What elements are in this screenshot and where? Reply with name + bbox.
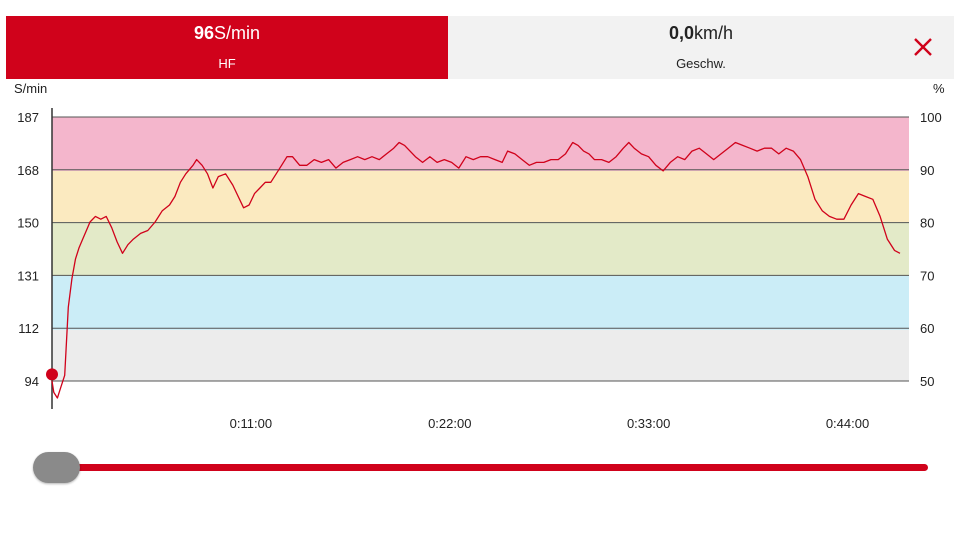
hr-zone-2	[52, 275, 909, 330]
y-tick-left: 150	[17, 216, 39, 231]
y-tick-left: 112	[18, 321, 39, 336]
right-axis-unit: %	[933, 81, 945, 96]
y-tick-right: 70	[920, 268, 934, 283]
y-tick-right: 90	[920, 163, 934, 178]
hr-zone-4	[52, 170, 909, 223]
heart-rate-unit: S/min	[214, 23, 261, 43]
slider-track[interactable]	[73, 464, 928, 471]
hr-zone-3	[52, 222, 909, 276]
hr-zone-1	[52, 329, 909, 381]
timeline-slider[interactable]	[33, 452, 928, 484]
x-tick-label: 0:44:00	[826, 416, 869, 431]
speed-unit: km/h	[694, 23, 734, 43]
y-tick-left: 131	[17, 268, 39, 283]
speed-number: 0,0	[668, 23, 694, 43]
speed-value: 0,0km/h	[448, 23, 954, 44]
y-tick-right: 60	[920, 321, 934, 336]
y-tick-right: 100	[920, 110, 942, 125]
x-tick-label: 0:22:00	[428, 416, 471, 431]
tab-speed[interactable]: 0,0km/h Geschw.	[448, 16, 954, 79]
close-icon[interactable]	[910, 34, 936, 60]
y-tick-left: 187	[17, 110, 39, 125]
speed-label: Geschw.	[676, 56, 726, 71]
y-tick-left: 168	[17, 163, 39, 178]
x-tick-label: 0:33:00	[627, 416, 670, 431]
left-axis-unit: S/min	[14, 81, 48, 96]
heart-rate-chart: 187 100 168 90 150 80 131 70 112 60 94 50 0:11:00 0:2…	[17, 108, 942, 431]
heart-rate-line	[51, 141, 901, 399]
y-tick-right: 50	[920, 374, 934, 389]
tab-heart-rate[interactable]: 96S/min HF	[6, 16, 448, 79]
position-dot-icon	[46, 368, 58, 381]
heart-rate-label: HF	[218, 56, 236, 71]
heart-rate-value: 96S/min	[6, 23, 448, 44]
y-tick-right: 80	[920, 216, 934, 231]
hr-zone-5	[52, 117, 909, 171]
y-tick-left: 94	[25, 374, 39, 389]
slider-thumb[interactable]	[33, 452, 80, 483]
x-tick-label: 0:11:00	[230, 416, 272, 431]
heart-rate-number: 96	[193, 23, 214, 43]
